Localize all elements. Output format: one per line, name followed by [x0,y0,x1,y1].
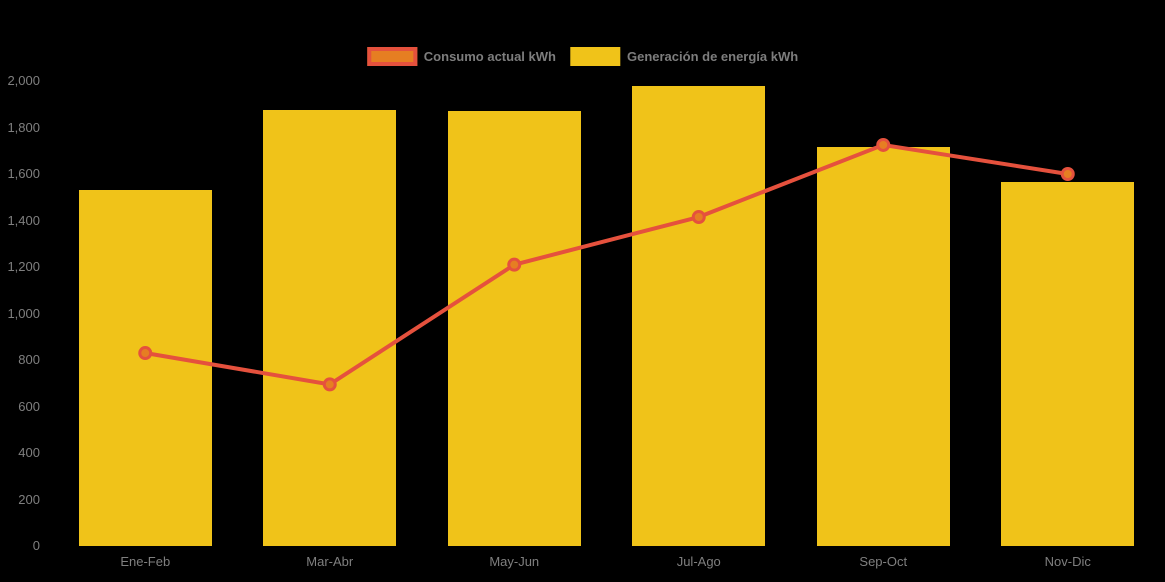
x-axis-label-may-jun: May-Jun [489,554,540,569]
y-axis-tick-label: 0 [32,538,40,553]
y-axis-tick-label: 1,200 [7,259,40,274]
y-axis-tick-label: 1,400 [7,212,40,228]
y-axis-tick-label: 2,000 [7,73,40,88]
x-axis-label-nov-dic: Nov-Dic [1044,554,1091,569]
x-axis-label-sep-oct: Sep-Oct [859,554,908,569]
y-axis-tick-label: 1,600 [7,166,40,181]
chart-legend: Consumo actual kWh Generación de energía… [366,47,799,66]
x-axis-label-mar-abr: Mar-Abr [306,554,354,569]
legend-swatch-consumo [366,47,417,66]
legend-swatch-generacion [569,47,620,66]
y-axis-tick-label: 800 [18,352,40,367]
y-axis-tick-label: 400 [18,445,40,460]
legend-label-generacion: Generación de energía kWh [626,49,799,64]
legend-label-consumo: Consumo actual kWh [423,49,556,64]
y-axis-tick-label: 1,000 [7,305,40,321]
legend-item-generacion[interactable]: Generación de energía kWh [569,47,799,66]
y-axis-tick-label: 200 [18,491,40,507]
x-axis-label-ene-feb: Ene-Feb [120,554,171,569]
y-axis-tick-label: 1,800 [7,119,40,135]
y-axis-tick-label: 600 [18,398,40,414]
x-axis-label-jul-ago: Jul-Ago [676,554,721,569]
legend-item-consumo[interactable]: Consumo actual kWh [366,47,556,66]
